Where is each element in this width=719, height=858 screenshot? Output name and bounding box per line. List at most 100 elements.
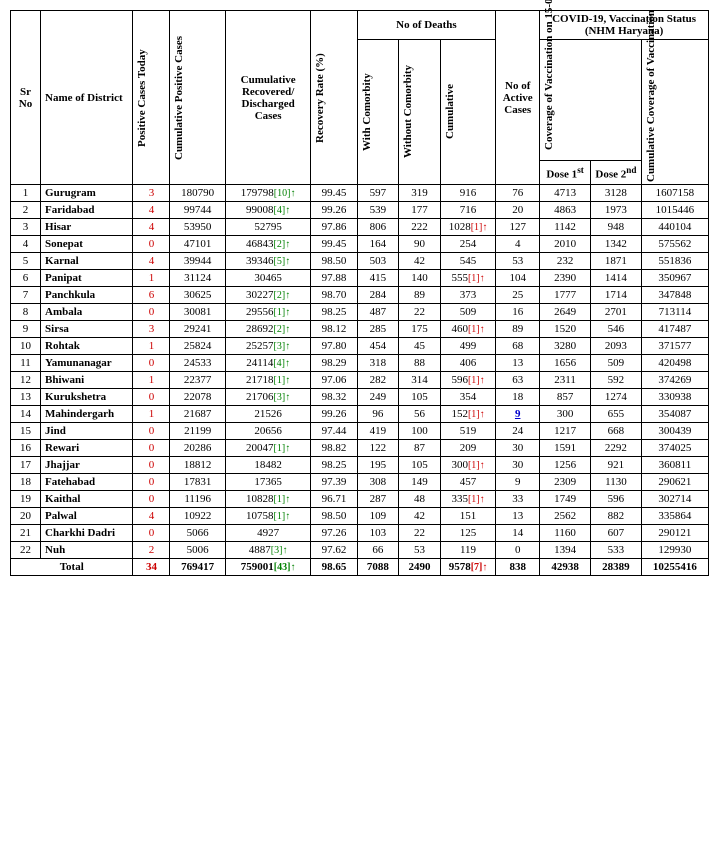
cell-dose1: 1217 bbox=[540, 423, 591, 440]
cell-dose2: 1274 bbox=[591, 389, 642, 406]
cell-active: 30 bbox=[496, 440, 540, 457]
cell-recovered: 99008[4]↑ bbox=[225, 202, 311, 219]
cell-pos-today: 4 bbox=[133, 253, 170, 270]
cell-district: Karnal bbox=[41, 253, 133, 270]
table-row: 10Rohtak12582425257[3]↑97.80454454996832… bbox=[11, 338, 709, 355]
cell-active: 63 bbox=[496, 372, 540, 389]
cell-active: 9 bbox=[496, 406, 540, 423]
cell-with-com: 66 bbox=[357, 542, 399, 559]
hdr-cum-cov: Cumulative Coverage of Vaccination bbox=[645, 42, 657, 182]
cell-pos-today: 0 bbox=[133, 236, 170, 253]
cell-rec-rate: 98.32 bbox=[311, 389, 357, 406]
cell-dose2: 668 bbox=[591, 423, 642, 440]
cell-sr: 15 bbox=[11, 423, 41, 440]
cell-dose2: 2292 bbox=[591, 440, 642, 457]
cell-sr: 6 bbox=[11, 270, 41, 287]
cell-with-com: 318 bbox=[357, 355, 399, 372]
cell-without-com: 48 bbox=[399, 491, 441, 508]
cell-dose2: 948 bbox=[591, 219, 642, 236]
cell-cum-cov: 374269 bbox=[641, 372, 708, 389]
cell-rec-rate: 98.29 bbox=[311, 355, 357, 372]
cell-dose2: 546 bbox=[591, 321, 642, 338]
cell-active: 0 bbox=[496, 542, 540, 559]
cell-dose1: 232 bbox=[540, 253, 591, 270]
cell-recovered: 10758[1]↑ bbox=[225, 508, 311, 525]
cell-cum-pos: 18812 bbox=[170, 457, 225, 474]
cell-sr: 11 bbox=[11, 355, 41, 372]
cell-with-com: 503 bbox=[357, 253, 399, 270]
cell-with-com: 282 bbox=[357, 372, 399, 389]
cell-district: Nuh bbox=[41, 542, 133, 559]
cell-district: Yamunanagar bbox=[41, 355, 133, 372]
cell-dose1: 1656 bbox=[540, 355, 591, 372]
cell-rec-rate: 99.26 bbox=[311, 406, 357, 423]
cell-recovered: 20656 bbox=[225, 423, 311, 440]
cell-pos-today: 0 bbox=[133, 525, 170, 542]
cell-cum-deaths: 119 bbox=[440, 542, 495, 559]
cell-sr: 8 bbox=[11, 304, 41, 321]
cell-cum-pos: 24533 bbox=[170, 355, 225, 372]
cell-dose1: 857 bbox=[540, 389, 591, 406]
cell-cum-deaths: 519 bbox=[440, 423, 495, 440]
cell-dose1: 1142 bbox=[540, 219, 591, 236]
cell-recovered: 21706[3]↑ bbox=[225, 389, 311, 406]
cell-sr: 12 bbox=[11, 372, 41, 389]
cell-cum-deaths: 373 bbox=[440, 287, 495, 304]
table-row: 9Sirsa32924128692[2]↑98.12285175460[1]↑8… bbox=[11, 321, 709, 338]
cell-cum-deaths: 254 bbox=[440, 236, 495, 253]
cell-cum-pos: 20286 bbox=[170, 440, 225, 457]
cell-rec-rate: 99.45 bbox=[311, 236, 357, 253]
cell-recovered: 18482 bbox=[225, 457, 311, 474]
cell-without-com: 175 bbox=[399, 321, 441, 338]
cell-cum-cov: 713114 bbox=[641, 304, 708, 321]
cell-recovered: 20047[1]↑ bbox=[225, 440, 311, 457]
cell-cum-cov: 129930 bbox=[641, 542, 708, 559]
cell-rec-rate: 97.88 bbox=[311, 270, 357, 287]
total-row: Total34769417759001[43]↑98.6570882490957… bbox=[11, 559, 709, 576]
cell-cum-cov: 330938 bbox=[641, 389, 708, 406]
cell-sr: 14 bbox=[11, 406, 41, 423]
cell-recovered: 24114[4]↑ bbox=[225, 355, 311, 372]
cell-cum-pos: 53950 bbox=[170, 219, 225, 236]
cell-pos-today: 0 bbox=[133, 389, 170, 406]
table-row: 11Yamunanagar02453324114[4]↑98.293188840… bbox=[11, 355, 709, 372]
cell-dose1: 300 bbox=[540, 406, 591, 423]
total-rec-rate: 98.65 bbox=[311, 559, 357, 576]
cell-cum-pos: 21199 bbox=[170, 423, 225, 440]
cell-dose1: 1256 bbox=[540, 457, 591, 474]
cell-active: 30 bbox=[496, 457, 540, 474]
cell-district: Jhajjar bbox=[41, 457, 133, 474]
cell-cum-deaths: 300[1]↑ bbox=[440, 457, 495, 474]
cell-without-com: 140 bbox=[399, 270, 441, 287]
total-pos-today: 34 bbox=[133, 559, 170, 576]
cell-active: 33 bbox=[496, 491, 540, 508]
hdr-district: Name of District bbox=[45, 92, 123, 104]
cell-without-com: 105 bbox=[399, 389, 441, 406]
cell-sr: 16 bbox=[11, 440, 41, 457]
cell-active: 76 bbox=[496, 185, 540, 202]
table-row: 18Fatehabad0178311736597.393081494579230… bbox=[11, 474, 709, 491]
cell-without-com: 90 bbox=[399, 236, 441, 253]
cell-cum-deaths: 1028[1]↑ bbox=[440, 219, 495, 236]
cell-cum-cov: 360811 bbox=[641, 457, 708, 474]
table-row: 17Jhajjar0188121848298.25195105300[1]↑30… bbox=[11, 457, 709, 474]
cell-dose1: 1520 bbox=[540, 321, 591, 338]
cell-with-com: 454 bbox=[357, 338, 399, 355]
total-active: 838 bbox=[496, 559, 540, 576]
cell-recovered: 39346[5]↑ bbox=[225, 253, 311, 270]
cell-district: Panipat bbox=[41, 270, 133, 287]
table-row: 2Faridabad49974499008[4]↑99.265391777162… bbox=[11, 202, 709, 219]
cell-pos-today: 0 bbox=[133, 304, 170, 321]
hdr-deaths: No of Deaths bbox=[396, 19, 457, 31]
cell-sr: 1 bbox=[11, 185, 41, 202]
cell-cum-pos: 30625 bbox=[170, 287, 225, 304]
cell-dose2: 533 bbox=[591, 542, 642, 559]
cell-cum-cov: 374025 bbox=[641, 440, 708, 457]
table-row: 4Sonepat04710146843[2]↑99.45164902544201… bbox=[11, 236, 709, 253]
table-row: 7Panchkula63062530227[2]↑98.702848937325… bbox=[11, 287, 709, 304]
cell-with-com: 539 bbox=[357, 202, 399, 219]
cell-with-com: 195 bbox=[357, 457, 399, 474]
cell-recovered: 46843[2]↑ bbox=[225, 236, 311, 253]
cell-cum-pos: 21687 bbox=[170, 406, 225, 423]
cell-recovered: 21718[1]↑ bbox=[225, 372, 311, 389]
